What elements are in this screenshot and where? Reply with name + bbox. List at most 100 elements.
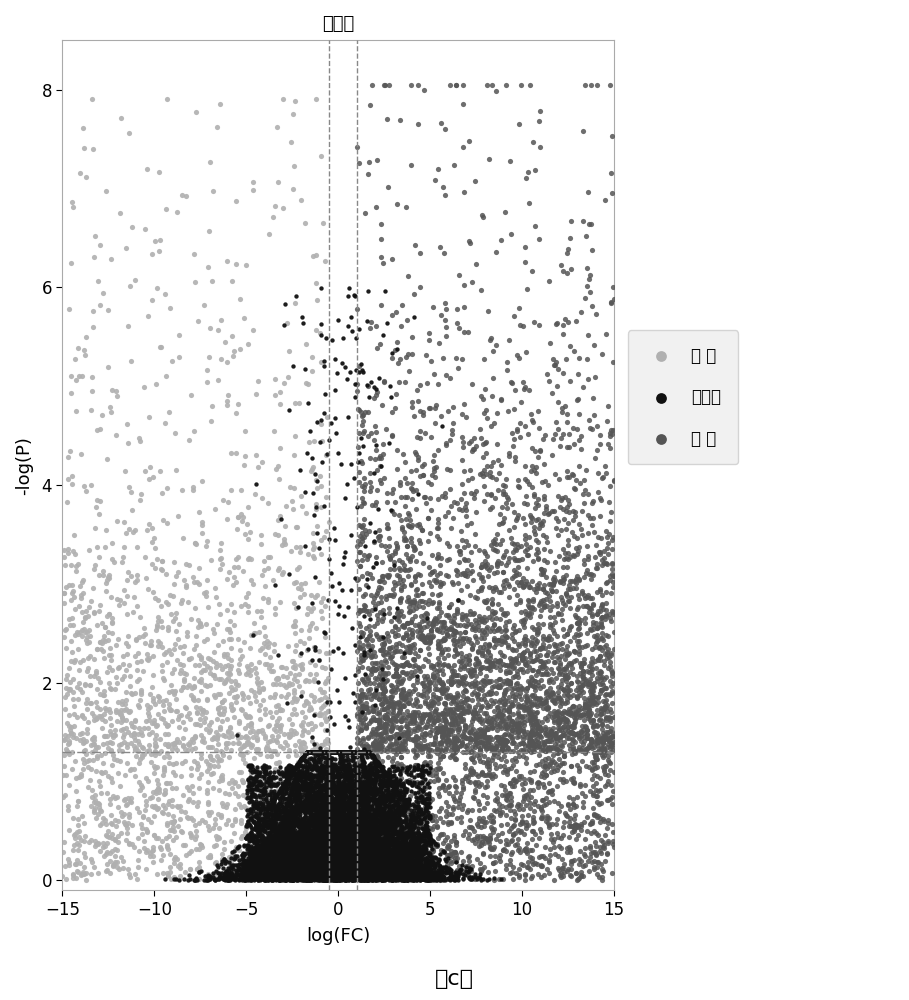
Point [369,626,384,642]
Point [322,790,336,806]
Point [361,872,375,888]
Point [237,837,252,853]
Point [309,518,324,534]
Point [354,647,368,663]
Point [369,792,384,808]
Point [353,845,367,861]
Point [365,861,380,877]
Point [570,615,584,631]
Point [403,713,417,729]
Point [415,613,429,629]
Point [306,855,321,871]
Point [405,849,420,865]
Point [319,853,334,869]
Point [407,710,422,726]
Point [296,748,311,764]
Point [406,809,421,825]
Point [378,683,393,699]
Point [484,603,499,619]
Point [474,626,489,642]
Point [456,96,471,112]
Point [220,866,235,882]
Point [322,861,336,877]
Point [519,657,534,673]
Point [264,852,278,868]
Point [526,581,541,597]
Point [348,845,363,861]
Point [105,816,119,832]
Point [246,786,261,802]
Point [378,792,393,808]
Point [362,822,376,838]
Point [340,810,355,826]
Point [360,853,375,869]
Point [311,769,325,785]
Point [345,762,360,778]
Point [94,785,108,801]
Point [368,791,383,807]
Point [385,816,400,832]
Point [282,804,296,820]
Point [217,872,232,888]
Point [323,768,337,784]
Point [255,831,269,847]
Point [421,804,435,820]
Point [330,836,345,852]
Point [414,858,428,874]
Point [521,599,535,615]
Point [453,865,467,881]
Point [513,685,527,701]
Point [418,863,433,879]
Point [265,867,279,883]
Point [445,806,459,822]
Point [288,866,303,882]
Point [378,776,393,792]
Point [428,872,443,888]
Point [404,872,418,888]
Point [385,795,400,811]
Point [291,863,305,879]
Point [302,833,316,849]
Point [359,870,374,886]
Point [79,169,94,185]
Point [293,866,307,882]
Point [323,744,337,760]
Point [527,519,542,535]
Point [333,817,347,833]
Point [296,860,311,876]
Point [358,813,373,829]
Point [345,793,359,809]
Point [318,713,333,729]
Point [370,748,385,764]
Point [261,839,275,855]
Point [311,785,325,801]
Point [499,832,514,848]
Point [277,858,292,874]
Point [295,848,310,864]
Point [323,863,337,879]
Point [329,865,344,881]
Point [340,843,355,859]
Point [504,655,519,671]
Point [557,687,572,703]
Point [383,561,397,577]
Point [357,522,372,538]
Point [305,806,319,822]
Point [250,373,265,389]
Point [299,763,314,779]
Point [335,752,349,768]
Point [368,756,383,772]
Point [358,810,373,826]
Point [387,865,402,881]
Point [315,863,329,879]
Point [390,841,405,857]
Point [355,698,369,714]
Point [369,828,384,844]
Point [215,535,229,551]
Point [340,869,355,885]
Point [303,852,317,868]
Point [361,846,375,862]
Point [120,416,135,432]
Point [314,855,328,871]
Point [201,739,215,755]
